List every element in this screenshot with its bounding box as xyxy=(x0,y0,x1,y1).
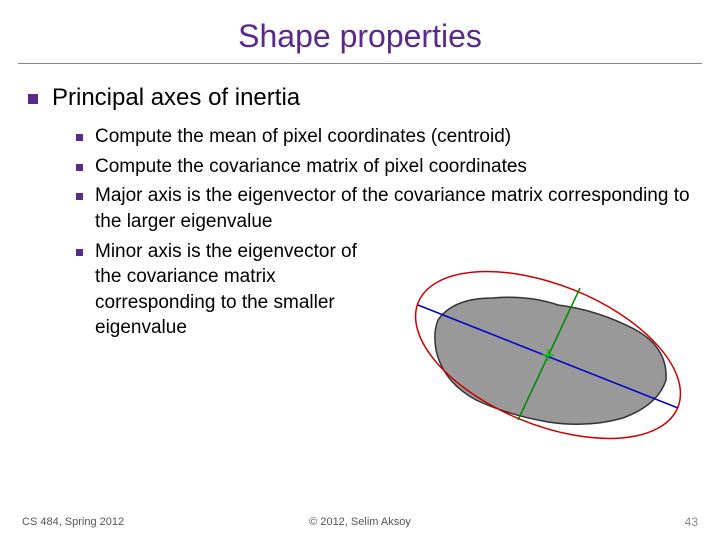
bullet-icon xyxy=(28,94,38,104)
bullet-icon xyxy=(76,249,83,256)
bullet-icon xyxy=(76,193,83,200)
bullet-icon xyxy=(76,164,83,171)
list-item: Compute the mean of pixel coordinates (c… xyxy=(76,124,692,150)
list-item-text: Minor axis is the eigenvector of the cov… xyxy=(95,239,375,342)
list-item-text: Major axis is the eigenvector of the cov… xyxy=(95,183,692,234)
list-item: Compute the covariance matrix of pixel c… xyxy=(76,154,692,180)
blob-shape xyxy=(435,297,666,424)
footer: CS 484, Spring 2012 © 2012, Selim Aksoy … xyxy=(0,516,720,528)
bullet-icon xyxy=(76,134,83,141)
footer-left: CS 484, Spring 2012 xyxy=(22,516,124,528)
heading-row: Principal axes of inertia xyxy=(28,84,692,112)
slide-title: Shape properties xyxy=(0,0,720,63)
footer-right: 43 xyxy=(685,515,698,529)
inertia-diagram xyxy=(398,250,698,460)
list-item: Major axis is the eigenvector of the cov… xyxy=(76,183,692,234)
list-item-text: Compute the covariance matrix of pixel c… xyxy=(95,154,527,180)
heading-text: Principal axes of inertia xyxy=(52,84,300,112)
list-item-text: Compute the mean of pixel coordinates (c… xyxy=(95,124,511,150)
